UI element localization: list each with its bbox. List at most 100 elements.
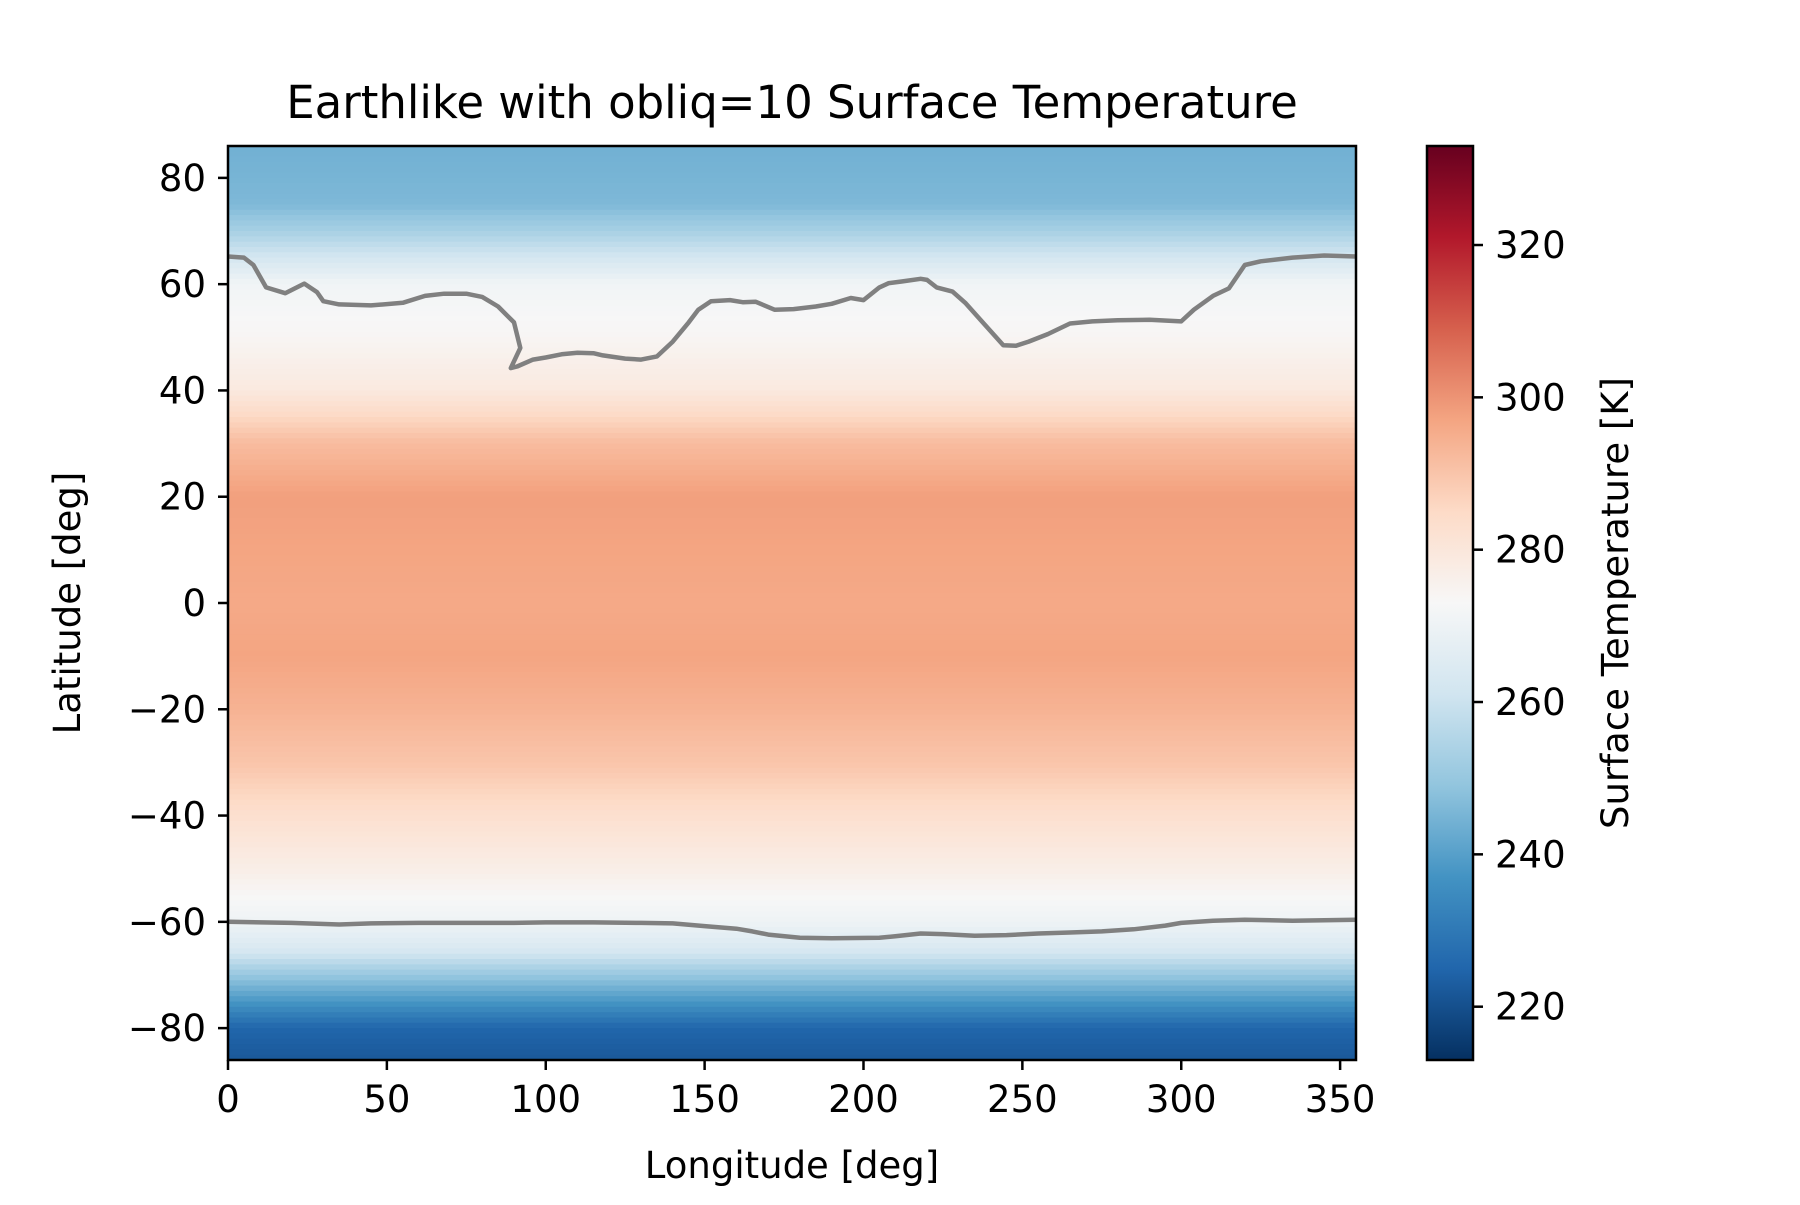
heatmap-band	[228, 921, 1356, 928]
heatmap-band	[228, 688, 1356, 694]
y-axis: −80 −60 −40 −20 0 20 40 60 80	[128, 157, 228, 1050]
heatmap-band	[228, 459, 1356, 466]
colorbar-tick-label: 280	[1495, 529, 1566, 572]
heatmap-band	[228, 454, 1356, 461]
heatmap-band	[228, 401, 1356, 407]
heatmap-band	[228, 709, 1356, 716]
heatmap-band	[228, 661, 1356, 668]
heatmap-band	[228, 640, 1356, 647]
heatmap-band	[228, 369, 1356, 376]
heatmap-band	[228, 1054, 1356, 1060]
heatmap-band	[228, 815, 1356, 822]
heatmap-band	[228, 985, 1356, 992]
heatmap-band	[228, 757, 1356, 764]
heatmap-band	[228, 231, 1356, 237]
y-tick-label: −40	[128, 795, 206, 838]
heatmap-band	[228, 1022, 1356, 1029]
heatmap-band	[228, 533, 1356, 540]
x-tick-label: 0	[216, 1078, 240, 1121]
heatmap-band	[228, 666, 1356, 673]
heatmap-band	[228, 884, 1356, 891]
heatmap-band	[228, 268, 1356, 275]
heatmap-band	[228, 215, 1356, 221]
heatmap-band	[228, 443, 1356, 450]
heatmap-band	[228, 788, 1356, 795]
heatmap-band	[228, 252, 1356, 259]
heatmap-band	[228, 767, 1356, 774]
heatmap-band	[228, 836, 1356, 843]
heatmap-band	[228, 974, 1356, 981]
y-tick-label: −20	[128, 688, 206, 731]
heatmap-band	[228, 852, 1356, 859]
y-tick-label: 80	[159, 157, 206, 200]
heatmap-band	[228, 900, 1356, 907]
heatmap-band	[228, 969, 1356, 976]
heatmap-band	[228, 571, 1356, 578]
heatmap-band	[228, 650, 1356, 657]
heatmap-band	[228, 358, 1356, 365]
heatmap-band	[228, 842, 1356, 849]
heatmap-band	[228, 980, 1356, 987]
colorbar-tick-label: 240	[1495, 833, 1566, 876]
heatmap-band	[228, 656, 1356, 663]
heatmap-band	[228, 390, 1356, 397]
heatmap-band	[228, 1044, 1356, 1050]
heatmap-band	[228, 889, 1356, 896]
heatmap-band	[228, 858, 1356, 864]
colorbar-tick-label: 320	[1495, 224, 1566, 267]
colorbar-tick-label: 220	[1495, 986, 1566, 1029]
heatmap-band	[228, 778, 1356, 785]
contour-line-south	[227, 917, 1357, 941]
heatmap-band	[228, 762, 1356, 769]
heatmap-band	[228, 613, 1356, 620]
chart-title: Earthlike with obliq=10 Surface Temperat…	[286, 76, 1298, 129]
x-tick-label: 350	[1305, 1078, 1376, 1121]
heatmap-band	[228, 321, 1356, 328]
heatmap-band	[228, 225, 1356, 232]
heatmap-band	[228, 608, 1356, 615]
y-tick-label: −60	[128, 901, 206, 944]
x-tick-label: 150	[669, 1078, 740, 1121]
heatmap-band	[228, 448, 1356, 455]
heatmap-band	[228, 735, 1356, 742]
heatmap-band	[228, 475, 1356, 482]
heatmap-band	[228, 204, 1356, 211]
heatmap-band	[228, 948, 1356, 955]
heatmap-band	[228, 826, 1356, 833]
heatmap-band	[228, 645, 1356, 652]
heatmap-band	[228, 576, 1356, 583]
heatmap-band	[228, 199, 1356, 206]
heatmap-band	[228, 1049, 1356, 1056]
heatmap-band	[228, 725, 1356, 732]
heatmap-band	[228, 278, 1356, 285]
heatmap-band	[228, 1012, 1356, 1019]
heatmap-band	[228, 491, 1356, 498]
heatmap-band	[228, 964, 1356, 971]
heatmap-band	[228, 316, 1356, 322]
heatmap-band	[228, 1001, 1356, 1008]
x-axis: 0 50 100 150 200 250 300 350	[216, 1060, 1375, 1121]
heatmap-band	[228, 209, 1356, 216]
heatmap-band	[228, 496, 1356, 503]
heatmap-band	[228, 911, 1356, 918]
heatmap-band	[228, 741, 1356, 748]
heatmap-band	[228, 167, 1356, 174]
x-tick-label: 200	[828, 1078, 899, 1121]
heatmap-band	[228, 406, 1356, 413]
heatmap-band	[228, 353, 1356, 360]
heatmap-band	[228, 555, 1356, 562]
heatmap-band	[228, 927, 1356, 934]
heatmap-band	[228, 693, 1356, 700]
heatmap-band	[228, 799, 1356, 806]
heatmap-band	[228, 581, 1356, 588]
heatmap-band	[228, 385, 1356, 392]
heatmap-band	[228, 427, 1356, 434]
heatmap-band	[228, 905, 1356, 912]
x-tick-label: 250	[987, 1078, 1058, 1121]
heatmap-band	[228, 634, 1356, 641]
heatmap-band	[228, 677, 1356, 684]
x-tick-label: 50	[363, 1078, 410, 1121]
heatmap-band	[228, 672, 1356, 678]
